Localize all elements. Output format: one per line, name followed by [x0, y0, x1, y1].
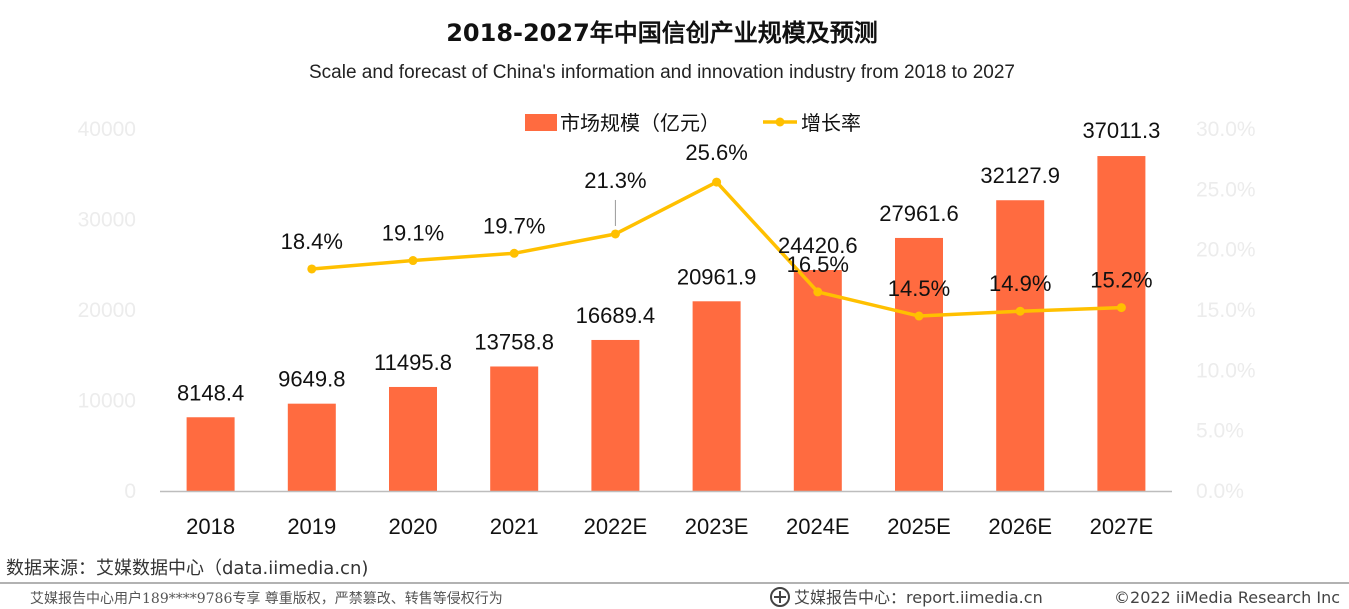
y-left-tick-label: 20000 — [78, 299, 136, 322]
growth-value-label: 14.5% — [888, 276, 950, 301]
y-right-tick-label: 0.0% — [1196, 480, 1244, 503]
market-size-bar — [895, 237, 943, 491]
bar-value-label: 9649.8 — [278, 367, 345, 392]
market-size-bar — [793, 269, 842, 491]
y-left-tick-label: 30000 — [78, 209, 136, 232]
bar-value-label: 32127.9 — [980, 163, 1060, 188]
bar-value-label: 16689.4 — [576, 303, 656, 328]
y-axis-left: 0 10000 20000 30000 40000 — [78, 118, 136, 503]
footer-copyright: ©2022 iiMedia Research Inc — [1114, 588, 1340, 607]
y-left-tick-label: 40000 — [78, 118, 136, 141]
x-tick-label: 2018 — [186, 514, 235, 539]
x-tick-label: 2027E — [1090, 514, 1154, 539]
growth-value-label: 15.2% — [1090, 268, 1152, 293]
iimedia-logo-icon — [770, 587, 790, 607]
x-tick-label: 2024E — [786, 514, 850, 539]
y-right-tick-label: 25.0% — [1196, 178, 1256, 201]
growth-value-label: 14.9% — [989, 271, 1051, 296]
growth-value-label: 19.1% — [382, 221, 444, 246]
x-tick-label: 2023E — [685, 514, 749, 539]
legend: 市场规模（亿元） 增长率 — [525, 111, 861, 135]
bar-value-label: 24420.6 — [778, 233, 858, 258]
market-size-bar — [996, 200, 1045, 492]
growth-value-label: 21.3% — [584, 168, 646, 193]
growth-rate-point — [509, 248, 519, 258]
chart-title: 2018-2027年中国信创产业规模及预测 — [446, 19, 878, 47]
footer-brand: 艾媒报告中心：report.iimedia.cn — [794, 588, 1043, 607]
x-axis-ticks: 2018 2019 2020 2021 2022E 2023E 2024E 2025E 2026… — [186, 514, 1153, 539]
source-text: 数据来源：艾媒数据中心（data.iimedia.cn) — [6, 558, 368, 579]
growth-value-label: 18.4% — [281, 229, 343, 254]
growth-rate-point — [307, 264, 317, 274]
bar-value-label: 20961.9 — [677, 264, 757, 289]
x-tick-label: 2020 — [389, 514, 438, 539]
growth-rate-point — [914, 311, 924, 321]
bar-value-label: 37011.3 — [1082, 118, 1160, 143]
data-labels: 8148.4 9649.8 11495.8 13758.8 16689.4 20961.9… — [177, 118, 1160, 405]
bar-value-label: 11495.8 — [374, 350, 452, 375]
legend-bar-label: 市场规模（亿元） — [560, 111, 720, 135]
x-tick-label: 2026E — [988, 514, 1052, 539]
y-right-tick-label: 5.0% — [1196, 420, 1244, 443]
market-size-bar — [1097, 156, 1146, 491]
growth-rate-point — [1015, 306, 1025, 316]
x-tick-label: 2021 — [490, 514, 539, 539]
x-tick-label: 2019 — [287, 514, 336, 539]
growth-rate-point — [408, 256, 418, 266]
market-size-bar — [186, 417, 235, 491]
legend-bar-swatch — [525, 114, 557, 131]
bar-value-label: 13758.8 — [474, 329, 554, 354]
y-right-tick-label: 20.0% — [1196, 239, 1256, 262]
growth-line-series — [307, 177, 1126, 321]
y-left-tick-label: 0 — [124, 480, 136, 503]
y-left-tick-label: 10000 — [78, 390, 136, 413]
chart-subtitle: Scale and forecast of China's informatio… — [309, 62, 1015, 83]
bar-value-label: 27961.6 — [879, 201, 959, 226]
bar-value-label: 8148.4 — [177, 380, 244, 405]
market-size-bar — [389, 386, 437, 491]
growth-value-label: 19.7% — [483, 213, 545, 238]
y-right-tick-label: 10.0% — [1196, 359, 1256, 382]
y-right-tick-label: 15.0% — [1196, 299, 1256, 322]
market-size-bar — [287, 403, 336, 491]
market-size-bar — [490, 366, 539, 491]
copyright-notice: 艾媒报告中心用户189****9786专享 尊重版权，严禁篡改、转售等侵权行为 — [30, 590, 503, 607]
growth-rate-point — [610, 229, 620, 239]
legend-line-marker — [775, 117, 785, 127]
growth-rate-point — [1116, 303, 1126, 313]
market-size-bar — [692, 301, 741, 491]
x-tick-label: 2025E — [887, 514, 951, 539]
legend-line-label: 增长率 — [801, 111, 861, 135]
growth-value-label: 25.6% — [685, 140, 747, 165]
y-axis-right: 0.0% 5.0% 10.0% 15.0% 20.0% 25.0% 30.0% — [1196, 118, 1256, 503]
x-tick-label: 2022E — [584, 514, 648, 539]
bar-series — [186, 156, 1146, 492]
growth-value-label: 16.5% — [787, 252, 849, 277]
y-right-tick-label: 30.0% — [1196, 118, 1256, 141]
growth-rate-point — [712, 177, 722, 187]
growth-rate-point — [813, 287, 823, 297]
market-size-bar — [591, 339, 640, 491]
